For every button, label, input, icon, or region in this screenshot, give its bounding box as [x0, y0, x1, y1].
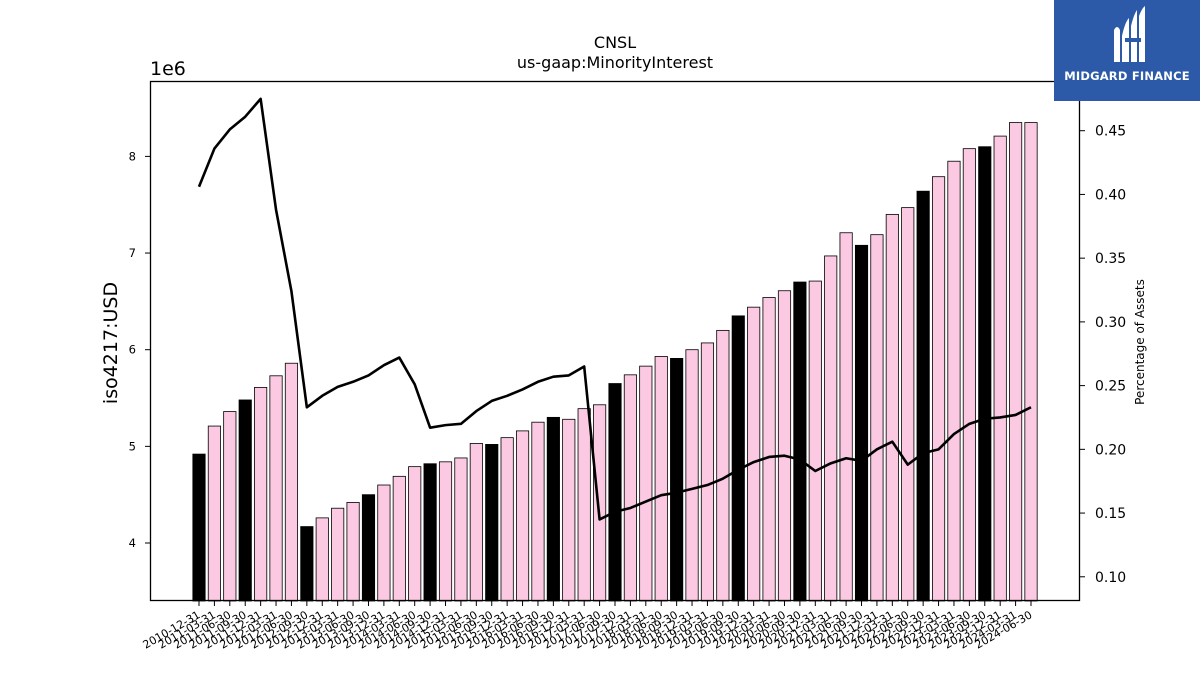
chart-title: CNSL [594, 33, 636, 52]
y2-tick-label: 0.35 [1095, 251, 1126, 267]
bar [331, 507, 345, 602]
bar [962, 148, 976, 602]
bar [377, 484, 391, 602]
bar [793, 281, 807, 602]
bar [423, 463, 437, 602]
bar [885, 213, 899, 602]
bar [993, 135, 1007, 602]
y-tick-label: 4 [129, 536, 136, 550]
bar [747, 306, 761, 602]
bar [670, 357, 684, 602]
bar [515, 430, 530, 602]
y2-tick-label: 0.30 [1095, 315, 1126, 331]
bar [192, 453, 206, 602]
bar [700, 342, 715, 602]
y2-tick-label: 0.45 [1095, 124, 1126, 140]
bar [408, 466, 422, 602]
brand-logo: MIDGARD FINANCE [1054, 0, 1200, 101]
bar [1009, 122, 1023, 602]
plot-frame [149, 80, 1081, 602]
y2-tick-label: 0.25 [1095, 379, 1126, 395]
bar [777, 290, 792, 602]
y-scale-label: 1e6 [150, 58, 186, 80]
y-tick-label: 8 [129, 149, 136, 163]
bar [562, 418, 576, 602]
bar [593, 404, 607, 602]
bar [300, 526, 314, 602]
bar [839, 232, 853, 602]
y2-tick-label: 0.20 [1095, 442, 1126, 458]
bar [762, 297, 776, 602]
bar [623, 374, 637, 602]
y-tick-label: 7 [129, 246, 136, 260]
bar [824, 255, 838, 602]
bar [469, 443, 483, 602]
bar [654, 356, 668, 602]
bar [685, 349, 699, 602]
bar [808, 280, 822, 602]
bar [269, 375, 283, 602]
bar [223, 411, 237, 602]
bar [531, 421, 545, 602]
bar [870, 234, 884, 602]
bar [284, 362, 299, 602]
bar [901, 207, 915, 602]
bar [254, 386, 268, 602]
bar [716, 329, 730, 602]
y-axis-right: 0.10 0.15 0.20 0.25 0.30 0.35 0.40 0.45 [1080, 124, 1126, 586]
bar [485, 444, 499, 602]
bar [978, 146, 992, 602]
y2-tick-label: 0.40 [1095, 187, 1126, 203]
line-series [197, 97, 1032, 521]
bar [1024, 122, 1038, 602]
y-axis-left: 4 5 6 7 8 [129, 149, 150, 550]
y-tick-label: 5 [129, 439, 136, 453]
bar [916, 190, 930, 602]
bar [854, 244, 869, 602]
y-tick-label: 6 [129, 343, 136, 357]
x-axis: 2010-12-312011-03-312011-06-302011-09-30… [141, 601, 1035, 652]
bar [315, 517, 329, 602]
y-axis-label: iso4217:USD [100, 282, 122, 404]
bar [392, 475, 406, 602]
y2-tick-label: 0.10 [1095, 570, 1126, 586]
bar [931, 176, 946, 602]
chart-subtitle: us-gaap:MinorityInterest [517, 53, 713, 72]
bar [346, 502, 360, 602]
bar [546, 416, 560, 602]
bar-series [192, 122, 1038, 602]
bar [438, 461, 453, 602]
bar [207, 425, 221, 602]
bar [361, 494, 376, 602]
bar [238, 399, 252, 602]
y2-axis-label: Percentage of Assets [1133, 279, 1147, 405]
brand-name: MIDGARD FINANCE [1064, 69, 1190, 83]
bar [947, 160, 961, 602]
bar [577, 408, 591, 602]
midgard-logo-icon [1114, 6, 1145, 62]
bar [608, 383, 622, 602]
bar [731, 315, 745, 602]
percentage-line [197, 97, 1032, 521]
y2-tick-label: 0.15 [1095, 506, 1126, 522]
bar [500, 437, 514, 602]
bar [639, 365, 653, 602]
bar [454, 457, 468, 602]
